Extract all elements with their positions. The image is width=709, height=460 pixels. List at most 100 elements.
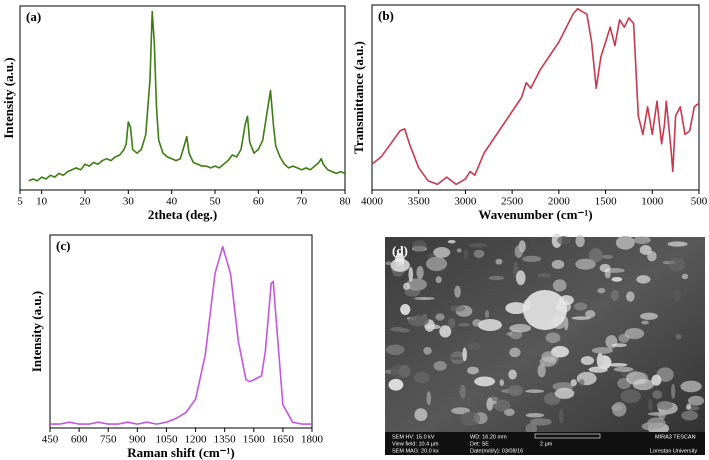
- sem-grain: [416, 265, 424, 280]
- sem-grain: [673, 289, 682, 301]
- sem-grain: [507, 384, 524, 396]
- panel-label: (a): [26, 9, 41, 24]
- x-tick-label: 600: [71, 434, 88, 446]
- sem-grain: [488, 275, 504, 281]
- x-tick-label: 1000: [641, 196, 664, 208]
- sem-grain: [611, 277, 623, 282]
- x-tick-label: 1050: [155, 434, 178, 446]
- sem-grain: [611, 401, 627, 417]
- sem-grain: [611, 343, 627, 348]
- sem-grain: [456, 248, 462, 253]
- sem-grain: [585, 310, 596, 318]
- x-tick-label: 10: [36, 196, 48, 208]
- x-tick-label: 50: [210, 196, 222, 208]
- sem-grain: [537, 363, 546, 378]
- sem-grain: [687, 395, 705, 406]
- sem-grain: [559, 409, 564, 424]
- sem-grain: [530, 418, 552, 426]
- sem-grain: [633, 236, 651, 244]
- sem-grain: [509, 323, 532, 333]
- x-tick-label: 1500: [595, 196, 618, 208]
- sem-grain: [570, 379, 577, 387]
- sem-grain: [454, 285, 461, 298]
- sem-grain: [499, 379, 505, 386]
- sem-info: View field: 10.4 μm: [392, 441, 439, 447]
- sem-grain: [626, 291, 635, 302]
- sem-grain: [620, 389, 641, 404]
- sem-grain: [656, 400, 673, 410]
- sem-grain: [573, 302, 588, 311]
- sem-grain: [435, 313, 445, 321]
- sem-grain: [608, 362, 628, 367]
- sem-grain: [588, 248, 603, 263]
- sem-grain: [601, 254, 614, 259]
- sem-grain: [408, 267, 414, 282]
- x-tick-label: 2000: [548, 196, 571, 208]
- x-tick-label: 1200: [185, 434, 208, 446]
- sem-grain: [580, 355, 595, 366]
- y-axis-label: Intensity (a.u.): [1, 57, 16, 138]
- sem-grain: [509, 347, 521, 358]
- sem-grain: [518, 240, 526, 253]
- data-line: [28, 10, 346, 182]
- sem-grain: [459, 384, 466, 399]
- sem-grain: [632, 378, 655, 391]
- sem-grain: [513, 261, 519, 277]
- x-tick-label: 900: [129, 434, 146, 446]
- sem-grain: [575, 258, 596, 270]
- sem-grain: [545, 332, 561, 344]
- sem-grain: [641, 422, 658, 431]
- sem-grain: [667, 241, 688, 247]
- sem-grain: [467, 342, 481, 351]
- sem-grain: [412, 240, 427, 252]
- x-tick-label: 30: [123, 196, 135, 208]
- sem-grain: [414, 408, 428, 422]
- x-axis-label: Wavenumber (cm⁻¹): [478, 207, 592, 222]
- x-tick-label: 1350: [214, 434, 237, 446]
- sem-grain: [680, 380, 702, 393]
- sem-grain: [640, 312, 658, 320]
- sem-grain: [681, 273, 689, 280]
- sem-grain: [435, 276, 442, 284]
- sem-grain: [537, 273, 552, 278]
- sem-grain: [508, 369, 517, 380]
- sem-grain: [506, 332, 513, 336]
- sem-grain: [447, 239, 456, 244]
- x-tick-label: 20: [80, 196, 92, 208]
- sem-grain: [439, 325, 452, 338]
- sem-grain: [525, 413, 545, 418]
- x-tick-label: 3500: [408, 196, 431, 208]
- sem-grain: [647, 412, 669, 416]
- sem-grain: [447, 317, 456, 329]
- sem-grain: [403, 282, 411, 291]
- sem-grain: [467, 366, 479, 375]
- sem-grain: [390, 364, 412, 379]
- sem-grain: [463, 249, 468, 260]
- sem-grain: [571, 316, 591, 320]
- sem-grain: [414, 296, 435, 300]
- sem-grain: [639, 245, 652, 255]
- sem-grain: [449, 305, 466, 312]
- sem-grain: [407, 315, 429, 327]
- sem-grain: [433, 361, 447, 371]
- sem-info: 2 μm: [540, 441, 553, 447]
- sem-grain: [462, 347, 468, 362]
- data-line: [50, 245, 312, 425]
- sem-grain: [423, 346, 432, 355]
- sem-grain: [522, 255, 542, 263]
- data-line: [371, 7, 700, 186]
- sem-info: WD: 16.20 mm: [470, 434, 507, 440]
- sem-grain: [613, 366, 634, 372]
- sem-grain: [458, 323, 470, 327]
- sem-grain: [426, 256, 448, 272]
- sem-info: Det: SE: [470, 441, 489, 447]
- sem-grain: [385, 261, 392, 266]
- panel-label: (c): [56, 238, 70, 253]
- sem-grain: [668, 257, 685, 272]
- sem-grain: [413, 372, 431, 384]
- sem-grain: [681, 410, 699, 421]
- sem-grain: [597, 287, 606, 294]
- plot-frame: [49, 234, 313, 429]
- y-axis-label: Transmittance (a.u.): [351, 41, 366, 154]
- sem-grain: [390, 258, 410, 272]
